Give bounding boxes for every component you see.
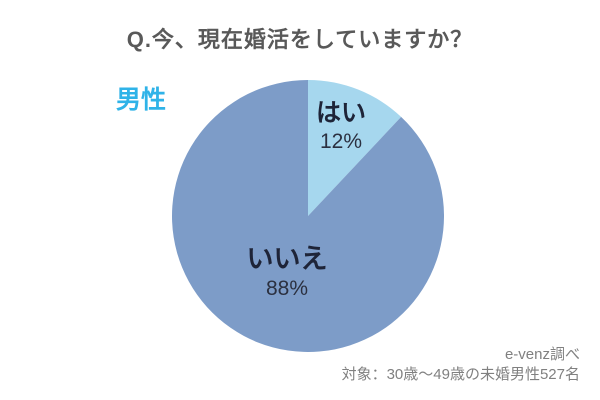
pie-slice-no [172, 80, 444, 352]
source-sample-info: 対象：30歳～49歳の未婚男性527名 [341, 365, 580, 383]
chart-title: Q.今、現在婚活をしていますか？ [126, 27, 474, 52]
source-credit: e-venz調べ [504, 346, 580, 363]
group-label-male: 男性 [116, 86, 167, 114]
source-note: e-venz調べ 対象：30歳～49歳の未婚男性527名 [342, 345, 580, 384]
pie-chart [172, 80, 444, 352]
pie-slice-yes [308, 80, 402, 216]
